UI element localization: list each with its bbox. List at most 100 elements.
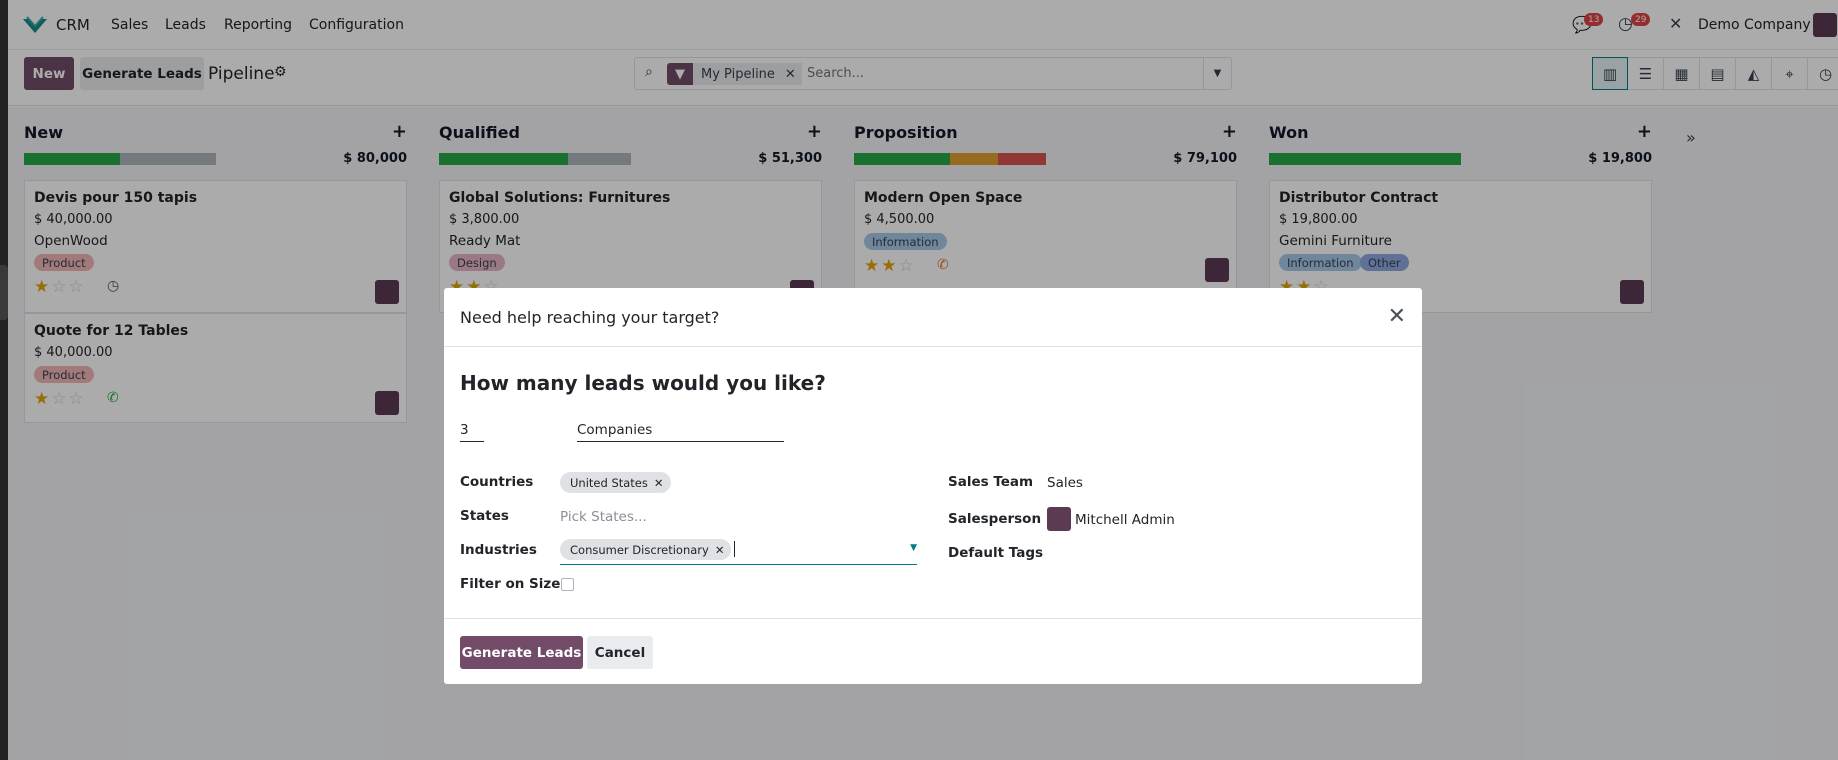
left-edge — [0, 0, 8, 760]
column-total: $ 79,100 — [1173, 151, 1237, 166]
industries-label: Industries — [460, 542, 537, 558]
filter-size-checkbox[interactable] — [561, 578, 574, 591]
states-label: States — [460, 508, 509, 524]
search-bar[interactable]: ⌕ ▼ My Pipeline ✕ Search... ▼ — [634, 57, 1232, 90]
priority-stars[interactable]: ★☆☆ — [34, 277, 86, 297]
card-amount: $ 40,000.00 — [34, 345, 113, 360]
salesperson-field[interactable]: Mitchell Admin — [1075, 512, 1175, 528]
crm-logo-icon[interactable] — [21, 15, 49, 35]
generate-leads-submit-button[interactable]: Generate Leads — [460, 636, 583, 669]
countries-label: Countries — [460, 474, 534, 490]
company-switcher[interactable]: Demo Company — [1698, 17, 1811, 33]
column-progress — [1269, 153, 1461, 165]
filter-size-label: Filter on Size — [460, 576, 561, 592]
activity-phone-icon[interactable]: ✆ — [937, 257, 949, 273]
card-amount: $ 40,000.00 — [34, 212, 113, 227]
kanban-view-icon[interactable]: ▥ — [1592, 57, 1628, 90]
user-avatar[interactable] — [1813, 13, 1837, 37]
column-total: $ 51,300 — [758, 151, 822, 166]
default-tags-label: Default Tags — [948, 545, 1044, 561]
priority-stars[interactable]: ★★☆ — [864, 256, 916, 276]
card-tag: Product — [34, 366, 94, 383]
column-add-icon[interactable]: + — [806, 121, 822, 142]
card-name: Modern Open Space — [864, 190, 1023, 206]
card-customer: Ready Mat — [449, 233, 521, 249]
card-avatar — [1620, 280, 1644, 304]
graph-view-icon[interactable]: ◭ — [1736, 57, 1772, 90]
dropdown-caret-icon[interactable]: ▼ — [910, 543, 917, 553]
column-add-icon[interactable]: + — [1636, 121, 1652, 142]
kanban-card[interactable]: Modern Open Space $ 4,500.00 Information… — [854, 180, 1237, 290]
card-tag: Other — [1360, 254, 1409, 271]
close-icon[interactable]: ✕ — [1387, 304, 1406, 329]
industry-chip-label: Consumer Discretionary — [570, 542, 709, 557]
menu-configuration[interactable]: Configuration — [309, 17, 404, 33]
industries-input[interactable]: Consumer Discretionary ✕ ▼ — [560, 537, 917, 565]
search-dropdown-toggle[interactable]: ▼ — [1203, 58, 1231, 89]
map-view-icon[interactable]: ⌖ — [1772, 57, 1808, 90]
card-amount: $ 19,800.00 — [1279, 212, 1358, 227]
calendar-view-icon[interactable]: ▦ — [1664, 57, 1700, 90]
card-customer: Gemini Furniture — [1279, 233, 1392, 249]
facet-remove-icon[interactable]: ✕ — [782, 63, 802, 85]
menu-sales[interactable]: Sales — [111, 17, 149, 33]
salesperson-label: Salesperson — [948, 511, 1042, 527]
lead-count-input[interactable]: 3 — [460, 422, 484, 442]
new-button[interactable]: New — [24, 57, 74, 90]
card-name: Global Solutions: Furnitures — [449, 190, 671, 206]
left-edge-tab — [0, 265, 8, 320]
column-total: $ 19,800 — [1588, 151, 1652, 166]
card-customer: OpenWood — [34, 233, 108, 249]
menu-reporting[interactable]: Reporting — [224, 17, 293, 33]
default-tags-input[interactable] — [1047, 541, 1407, 565]
facet-label: My Pipeline — [693, 63, 783, 85]
column-title: Qualified — [439, 123, 520, 142]
card-tag: Information — [864, 233, 947, 250]
dialog-question: How many leads would you like? — [460, 371, 826, 395]
activities-clock-icon[interactable]: ◷ — [1618, 14, 1633, 34]
column-total: $ 80,000 — [343, 151, 407, 166]
priority-stars[interactable]: ★☆☆ — [34, 389, 86, 409]
activity-clock-icon[interactable]: ◷ — [107, 278, 120, 294]
industry-chip: Consumer Discretionary ✕ — [560, 539, 732, 560]
kanban-card[interactable]: Devis pour 150 tapis $ 40,000.00 OpenWoo… — [24, 180, 407, 313]
column-progress — [24, 153, 216, 165]
pivot-view-icon[interactable]: ▤ — [1700, 57, 1736, 90]
activity-phone-icon[interactable]: ✆ — [107, 390, 119, 406]
view-switcher: ▥ ☰ ▦ ▤ ◭ ⌖ ◷ — [1592, 57, 1838, 90]
cancel-button[interactable]: Cancel — [587, 636, 653, 669]
fold-columns-icon[interactable]: » — [1686, 128, 1696, 147]
dialog-header: Need help reaching your target? ✕ — [444, 288, 1422, 347]
card-name: Devis pour 150 tapis — [34, 190, 198, 206]
activities-badge: 29 — [1631, 13, 1651, 26]
states-input[interactable]: Pick States... — [560, 509, 647, 525]
menu-leads[interactable]: Leads — [165, 17, 206, 33]
gear-icon[interactable]: ⚙ — [274, 64, 287, 80]
column-progress — [854, 153, 1046, 165]
column-title: Won — [1269, 123, 1309, 142]
card-name: Quote for 12 Tables — [34, 323, 189, 339]
dialog-title: Need help reaching your target? — [460, 308, 720, 327]
column-add-icon[interactable]: + — [391, 121, 407, 142]
list-view-icon[interactable]: ☰ — [1628, 57, 1664, 90]
chip-remove-icon[interactable]: ✕ — [653, 475, 664, 490]
card-amount: $ 3,800.00 — [449, 212, 520, 227]
card-name: Distributor Contract — [1279, 190, 1439, 206]
top-navbar: CRM Sales Leads Reporting Configuration … — [8, 0, 1838, 50]
generate-leads-dialog: Need help reaching your target? ✕ How ma… — [444, 288, 1422, 684]
debug-tools-icon[interactable]: ✕ — [1669, 14, 1683, 33]
generate-leads-button[interactable]: Generate Leads — [80, 57, 204, 90]
sales-team-field[interactable]: Sales — [1047, 475, 1083, 491]
activity-view-icon[interactable]: ◷ — [1808, 57, 1838, 90]
card-avatar — [375, 280, 399, 304]
column-add-icon[interactable]: + — [1221, 121, 1237, 142]
search-input[interactable]: Search... — [807, 66, 865, 81]
search-icon: ⌕ — [645, 64, 653, 80]
target-type-select[interactable]: Companies — [577, 422, 784, 442]
search-facet[interactable]: ▼ My Pipeline ✕ — [667, 63, 802, 85]
app-name[interactable]: CRM — [56, 16, 90, 34]
dialog-footer: Generate Leads Cancel — [444, 618, 1422, 684]
kanban-card[interactable]: Quote for 12 Tables $ 40,000.00 Product … — [24, 313, 407, 423]
chip-remove-icon[interactable]: ✕ — [714, 542, 725, 557]
text-cursor — [734, 541, 735, 557]
